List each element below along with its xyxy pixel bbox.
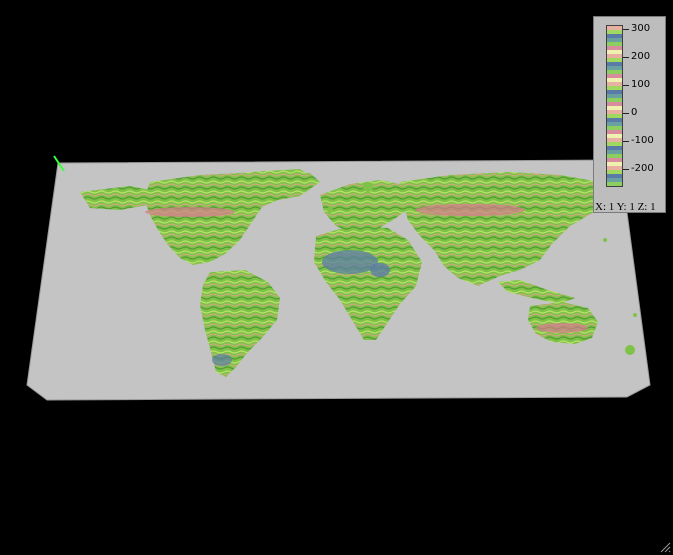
legend-tick	[623, 169, 629, 170]
legend-tick	[623, 85, 629, 86]
patagonia-region	[212, 354, 232, 366]
legend-tick-label: 200	[631, 52, 650, 62]
central-africa-region	[370, 263, 390, 277]
legend-tick-label: -100	[631, 136, 654, 146]
legend-tick	[623, 29, 629, 30]
australia-band	[536, 323, 588, 333]
legend-tick-label: -200	[631, 164, 654, 174]
legend-tick-label: 100	[631, 80, 650, 90]
siberia-band	[415, 204, 525, 216]
legend-tick	[623, 57, 629, 58]
sahara-region	[322, 250, 378, 274]
legend-tick-label: 300	[631, 24, 650, 34]
legend-tick	[623, 141, 629, 142]
color-scale-bar	[606, 25, 623, 187]
legend-tick-label: 0	[631, 108, 637, 118]
legend-color-stripe	[607, 182, 622, 186]
color-legend: 300 200 100 0 -100 -200 X: 1 Y: 1 Z: 1	[593, 16, 666, 213]
north-america-band	[145, 207, 235, 217]
scale-readout: X: 1 Y: 1 Z: 1	[595, 201, 656, 213]
legend-tick	[623, 113, 629, 114]
resize-grip-icon[interactable]	[659, 541, 671, 553]
